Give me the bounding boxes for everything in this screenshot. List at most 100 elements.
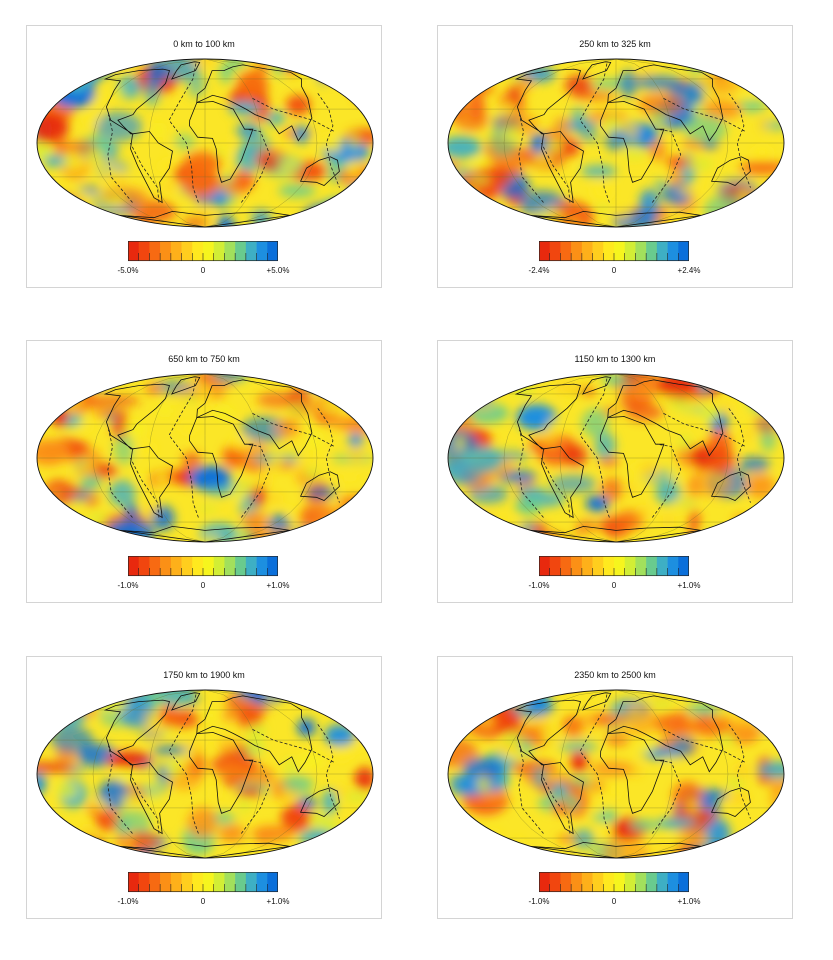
anomaly-blob [555, 380, 574, 395]
anomaly-blob [628, 706, 641, 716]
coastline [530, 841, 702, 858]
anomaly-blob [686, 798, 700, 815]
graticule-meridian [559, 690, 617, 858]
coastline [189, 732, 254, 814]
colorbar-swatch [571, 872, 583, 892]
coastline [130, 446, 173, 519]
anomaly-blob [458, 196, 484, 224]
graticule-meridian [148, 59, 206, 227]
anomaly-blob [337, 515, 357, 536]
anomaly-blob [40, 524, 72, 538]
anomaly-blob [49, 374, 78, 394]
anomaly-blob [182, 168, 221, 198]
coastline [119, 841, 291, 858]
map-panel-0-100km: 0 km to 100 km -5.0% 0 +5.0% [26, 25, 382, 288]
colorbar-border [128, 241, 278, 262]
coastline [170, 692, 201, 711]
anomaly-blob [488, 374, 499, 386]
coastline [103, 68, 171, 135]
anomaly-blob [37, 220, 70, 227]
anomaly-blob [553, 117, 571, 130]
plate-boundary [129, 773, 160, 834]
anomaly-blob [448, 690, 461, 714]
plate-boundary [107, 114, 133, 203]
colorbar-swatch [592, 872, 604, 892]
colorbar-swatch [667, 556, 679, 576]
anomaly-blob [743, 388, 760, 406]
anomaly-blob [617, 517, 634, 533]
anomaly-blob [80, 374, 112, 388]
anomaly-blob [542, 140, 564, 150]
colorbar-swatch [224, 556, 236, 576]
anomaly-blob [356, 703, 373, 730]
anomaly-blob [42, 700, 70, 712]
graticule-meridian [559, 59, 617, 227]
anomaly-blob [37, 196, 77, 225]
colorbar-swatch [138, 872, 150, 892]
map-panel-650-750km: 650 km to 750 km -1.0% 0 +1.0% [26, 340, 382, 603]
anomaly-blob [464, 83, 495, 94]
anomaly-blob [130, 200, 177, 224]
anomaly-blob [313, 836, 335, 858]
anomaly-blob [198, 384, 209, 400]
colorbar-swatch [203, 556, 215, 576]
anomaly-blob [624, 483, 637, 495]
plate-boundary [540, 457, 571, 518]
anomaly-blob [470, 402, 495, 411]
graticule-meridian [148, 690, 206, 858]
map-panel-250-325km: 250 km to 325 km -2.4% 0 +2.4% [437, 25, 793, 288]
anomaly-blob [287, 790, 299, 800]
graticule-meridian [204, 59, 318, 227]
colorbar-min-label: -1.0% [117, 897, 139, 906]
anomaly-blob [592, 803, 604, 817]
anomaly-blob [550, 474, 597, 494]
colorbar-swatch [128, 556, 140, 576]
panel-title: 2350 km to 2500 km [574, 670, 656, 680]
anomaly-blob [769, 98, 784, 106]
plate-boundary [651, 128, 682, 203]
anomaly-blob [39, 392, 59, 411]
colorbar-swatch [560, 241, 572, 261]
anomaly-blob [198, 505, 218, 513]
coastline [607, 379, 724, 457]
anomaly-blob [291, 461, 307, 476]
anomaly-blob [746, 690, 770, 702]
anomaly-blob [37, 762, 67, 773]
coastline [710, 471, 751, 501]
anomaly-blob [687, 711, 696, 722]
anomaly-blob [448, 165, 456, 177]
colorbar-swatch [138, 556, 150, 576]
anomaly-blob [50, 726, 94, 754]
colorbar-swatch [560, 872, 572, 892]
anomaly-blob [362, 59, 373, 67]
anomaly-blob [114, 809, 151, 835]
anomaly-blob [564, 74, 593, 96]
colorbar-swatch [181, 556, 193, 576]
plate-boundary [518, 429, 544, 518]
colorbar-swatch [192, 872, 204, 892]
anomaly-blob [353, 71, 368, 102]
colorbar-swatch [245, 556, 257, 576]
anomaly-blob [307, 374, 331, 390]
colorbar-swatch [138, 241, 150, 261]
anomaly-blob [541, 726, 562, 742]
anomaly-blob [62, 702, 99, 719]
anomaly-blob [62, 153, 86, 170]
plate-boundary [651, 759, 682, 834]
anomaly-blob [308, 432, 322, 450]
anomaly-blob [185, 749, 195, 763]
anomaly-blob [138, 472, 147, 483]
anomaly-blob [640, 742, 655, 754]
anomaly-blob [151, 795, 162, 803]
anomaly-blob [572, 828, 595, 849]
anomaly-blob [318, 830, 335, 855]
colorbar-swatch [678, 872, 689, 892]
anomaly-blob [135, 851, 155, 858]
colorbar-mid-label: 0 [611, 581, 617, 590]
anomaly-blob [687, 474, 701, 499]
anomaly-blob [213, 764, 246, 778]
anomaly-blob [649, 138, 666, 162]
colorbar-swatch [128, 241, 140, 261]
colorbar-swatch [667, 872, 679, 892]
anomaly-blob [289, 507, 299, 519]
